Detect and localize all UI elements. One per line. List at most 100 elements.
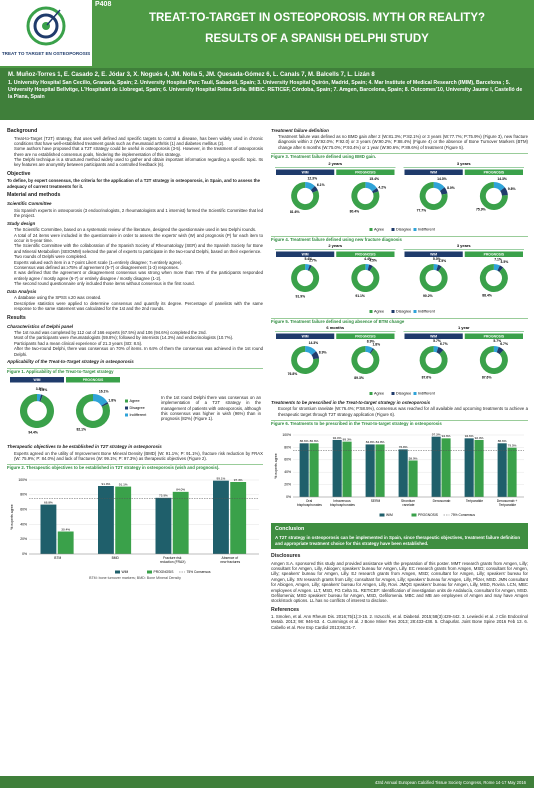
donut-segment [369,348,375,354]
text-block: Therapeutic objectives to be established… [7,444,263,461]
y-tick-label: 60% [20,507,27,511]
bar [40,504,57,554]
bullet: Six Spanish experts in osteoporosis (3 e… [14,208,263,219]
y-tick-label: 40% [20,522,27,526]
data-label: 15.4% [369,177,379,181]
tab-label: WIM [34,378,41,382]
text-block: Treatment failure definitionTreatment fa… [271,128,528,151]
tab [404,169,463,175]
bar [464,438,474,498]
conclusion-text: A T2T strategy in osteoporosis can be im… [275,535,521,546]
tab [336,169,395,175]
bullet: The Delphi technique is a structured met… [14,157,263,168]
group-title: 2 years [328,161,343,166]
bullet: Treatment failure was defined as no BMD … [278,134,528,150]
figure: WIM3.8%1.8%94.4%PROGNOSIS16.1%1.8%82.1%A… [10,377,147,435]
legend-label: Disagree [396,227,411,231]
bullet: Two rounds of Delphi were completed. [14,254,263,259]
donut-segment [351,181,380,210]
bullet: Experts agreed on the utility of Improve… [14,451,263,462]
bar [474,440,484,498]
legend-swatch [115,570,120,574]
paragraph: To define, by expert consensus, the crit… [7,178,261,189]
legend-swatch [379,513,385,517]
data-label: 16.1% [99,390,109,394]
data-label: 91.1% [119,482,128,486]
bar [507,448,517,498]
data-label: 87.6% [422,376,432,380]
tab-label: WIM [430,335,437,339]
y-tick-label: 100% [18,478,27,482]
donut-segment [305,181,315,190]
data-label: 14.3% [497,176,507,180]
tab-label: PROGNOSIS [484,335,505,339]
y-tick-label: 100% [282,433,291,437]
x-tick-label: Fracture risk reduction (FRAX) [160,555,185,563]
data-label: 1.8% [40,388,48,392]
legend-label: Disagree [396,392,411,396]
legend-swatch [391,309,395,313]
conclusion-heading: Conclusion [275,526,305,533]
tab-label: WIM [302,252,309,256]
donut-segment [365,346,373,354]
data-label: 89.3% [343,438,352,442]
donut-segment [500,186,508,196]
legend-swatch [369,392,373,396]
y-tick-label: 40% [284,471,291,475]
data-label: 97.3% [234,477,243,481]
bullet: The Scientific Committee, based on a sys… [14,227,263,232]
data-label: 5.7% [433,339,441,343]
data-label: 8.9% [319,351,327,355]
figure: 6 monthsWIM14.3%8.9%76.8%PROGNOSIS8.9%1.… [275,325,524,396]
data-label: 91.1% [355,294,365,298]
tab-label: PROGNOSIS [484,170,505,174]
legend-label: Disagree [396,309,411,313]
tab [66,377,120,383]
data-label: 4.5% [438,259,446,263]
legend-label: Indifferent [418,309,436,313]
tab-label: PROGNOSIS [484,252,505,256]
x-tick-label: SERM [371,499,381,503]
tab-label: WIM [302,335,309,339]
bar [57,531,74,554]
data-label: 84.8% [366,441,375,445]
bullet: A total of 24 items were included in the… [14,233,263,244]
donut-segment [433,263,439,271]
y-tick-label: 20% [20,537,27,541]
y-axis-label: % experts agree [274,454,278,480]
conclusion-box: Conclusion A T2T strategy in osteoporosi… [271,523,528,550]
legend-label: Indifferent [418,392,436,396]
y-axis-label: % experts agree [10,504,14,530]
logo: TREAT TO TARGET EN OSTEOPOROSIS [0,0,92,66]
legend-label: Agree [374,227,384,231]
tab [464,169,523,175]
x-tick-label: Absence of new fractures [220,555,240,563]
figure-row: WIM 3.8% 1.8% 94.4% PROGNOSIS 16.1% 1.8% 82.1% A… [7,375,263,441]
tab [404,333,463,340]
section-heading: Background [7,128,38,134]
x-tick-label: Teriparatide [466,499,483,503]
legend-label: Disagree [130,406,145,410]
legend-swatch [369,227,373,231]
bullet-list: Treatment failure was defined as no BMD … [271,134,528,150]
bullet: The 1st round was completed by 112 out o… [14,330,263,335]
data-label: 3.8% [36,387,44,391]
bullet-list: Except for strontium ranelate (W:76.4%; … [271,406,528,417]
legend-swatch [413,309,417,313]
data-label: 76.8% [399,446,408,450]
data-label: 5.3% [433,257,441,261]
bullet: Participants had a mean clinical experie… [14,341,263,346]
bar [497,443,507,498]
legend-label: Indifferent [418,227,436,231]
bar [375,444,385,498]
subheading: Characteristics of Delphi panel [7,323,74,329]
bar [213,480,229,554]
legend-swatch [125,406,128,410]
data-label: 94.6% [442,435,451,439]
donut-segment [37,394,42,402]
bar [115,486,132,554]
tab [336,251,395,257]
donut-segment [493,181,505,191]
tab-label: WIM [302,170,309,174]
group-title: 1 year [458,325,470,330]
